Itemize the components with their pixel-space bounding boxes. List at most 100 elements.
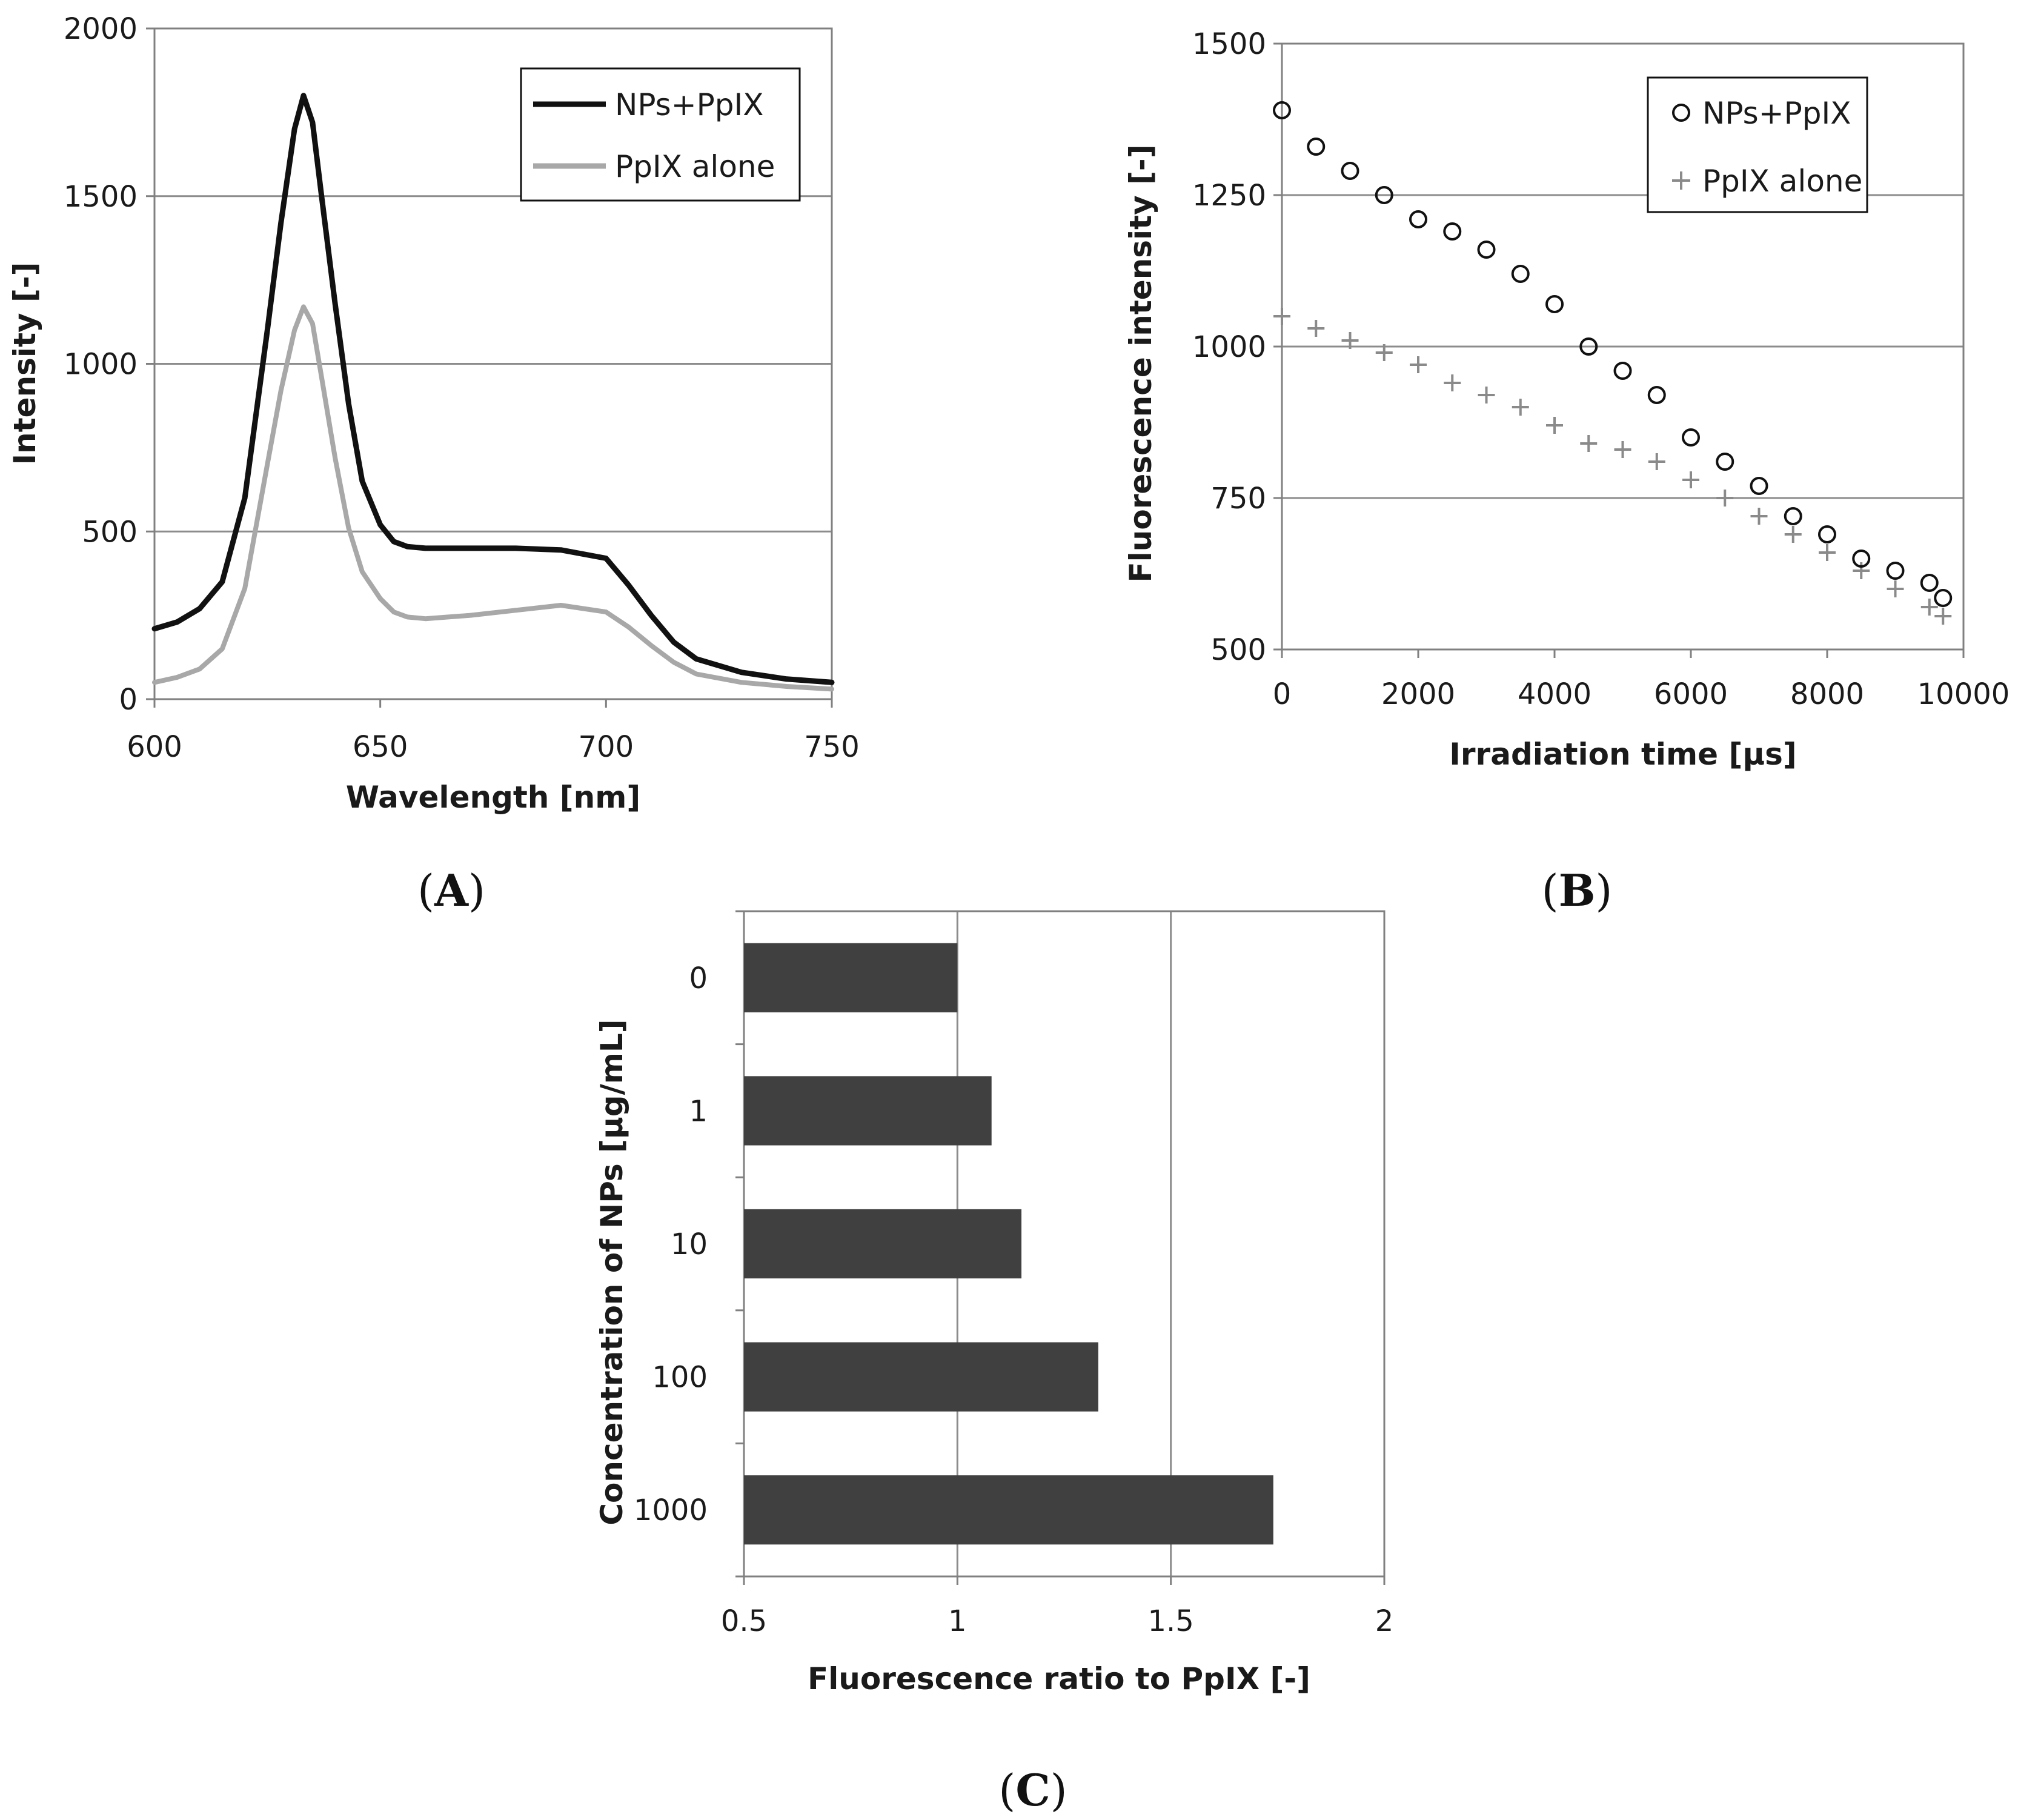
chart-b-legend-swatch-1 (1672, 171, 1690, 190)
chart-b-ylabel: Fluorescence intensity [-] (1123, 144, 1158, 582)
chart-a-series-line-1 (152, 304, 834, 692)
chart-c-xtick-label: 0.5 (721, 1604, 767, 1638)
chart-b-point-ppix (1682, 471, 1699, 488)
chart-b-point-ppix (1920, 599, 1938, 616)
chart-a-ytick-label: 2000 (64, 12, 138, 46)
chart-b-ytick-label: 1500 (1192, 27, 1266, 61)
chart-b-point-ppix (1648, 453, 1665, 470)
chart-b-ytick-label: 750 (1210, 482, 1266, 516)
chart-b-legend-label-0: NPs+PpIX (1702, 96, 1851, 131)
chart-b-xtick-label: 0 (1273, 677, 1292, 711)
chart-a-ytick-label: 0 (119, 683, 138, 717)
chart-c-ylabel: Concentration of NPs [µg/mL] (594, 1019, 629, 1525)
chart-b-point-ppix (1375, 344, 1393, 361)
chart-b-point-ppix (1444, 374, 1461, 391)
chart-a-legend: NPs+PpIX PpIX alone (520, 67, 801, 202)
chart-b-point-nps (1511, 265, 1530, 283)
chart-b-point-ppix (1784, 526, 1802, 543)
chart-b-point-nps (1784, 507, 1802, 525)
chart-b-point-ppix (1614, 441, 1631, 458)
chart-b-point-ppix (1512, 399, 1529, 416)
chart-b-point-nps (1682, 428, 1700, 447)
chart-a-ylabel: Intensity [-] (7, 262, 42, 465)
chart-b-point-nps (1545, 295, 1564, 313)
chart-b-point-nps (1307, 138, 1326, 156)
chart-c-ytick-label: 100 (652, 1361, 708, 1395)
chart-b-xtick-label: 6000 (1654, 677, 1728, 711)
chart-b-xtick-label: 10000 (1917, 677, 2010, 711)
chart-a: 0 500 1000 1500 2000 600 650 700 750 Wavelength… (7, 12, 860, 916)
chart-b-point-ppix (1887, 580, 1904, 597)
chart-b-point-nps (1920, 574, 1939, 592)
chart-c-ytick-label: 0 (689, 961, 708, 995)
chart-b-ytick-label: 1000 (1192, 330, 1266, 364)
chart-a-xtick-label: 750 (804, 730, 860, 764)
chart-b-point-ppix (1478, 387, 1495, 404)
chart-c-xtick-label: 2 (1375, 1604, 1394, 1638)
chart-c-bar (744, 1209, 1022, 1279)
chart-b-point-nps (1716, 453, 1734, 471)
chart-c-xtick-label: 1.5 (1147, 1604, 1193, 1638)
chart-b: 500 750 1000 1250 1500 0 2000 4000 6000 8000 1000… (1123, 27, 2010, 916)
chart-b-xtick-label: 4000 (1518, 677, 1591, 711)
chart-b-ytick-label: 500 (1210, 633, 1266, 667)
chart-c-ytick-label: 1000 (634, 1493, 708, 1527)
chart-b-legend: NPs+PpIX PpIX alone (1647, 76, 1868, 213)
chart-a-ytick-label: 500 (82, 515, 138, 549)
chart-b-point-nps (1341, 162, 1359, 180)
chart-b-point-nps (1647, 386, 1666, 404)
chart-b-point-ppix (1273, 308, 1290, 325)
chart-b-point-nps (1818, 525, 1836, 543)
chart-b-legend-swatch-0 (1672, 104, 1690, 122)
chart-b-point-nps (1934, 589, 1953, 607)
chart-a-legend-label-1: PpIX alone (615, 149, 775, 184)
chart-a-series-line-0 (151, 93, 835, 685)
chart-a-legend-label-0: NPs+PpIX (615, 87, 764, 122)
chart-b-point-nps (1273, 101, 1291, 119)
chart-b-point-ppix (1580, 435, 1598, 452)
chart-b-point-ppix (1750, 508, 1768, 525)
chart-b-point-nps (1579, 337, 1598, 356)
chart-b-point-ppix (1410, 356, 1427, 373)
chart-b-point-ppix (1819, 544, 1836, 561)
chart-a-panel-label: (A) (417, 865, 485, 916)
chart-b-panel-label: (B) (1541, 865, 1612, 916)
chart-a-ytick-label: 1000 (64, 348, 138, 382)
chart-b-point-ppix (1716, 490, 1734, 506)
chart-c-ytick-label: 1 (689, 1094, 708, 1128)
chart-c-bar (744, 1342, 1098, 1412)
chart-b-point-nps (1409, 210, 1427, 228)
chart-c-ytick-label: 10 (671, 1227, 708, 1261)
chart-b-legend-box (1647, 76, 1868, 213)
chart-b-point-nps (1613, 362, 1632, 380)
chart-b-point-ppix (1853, 562, 1870, 579)
chart-b-point-ppix (1934, 608, 1952, 625)
chart-b-legend-label-1: PpIX alone (1702, 164, 1862, 199)
chart-c-bar (744, 943, 958, 1012)
chart-c-panel-label: (C) (998, 1764, 1067, 1816)
chart-a-xtick-label: 650 (353, 730, 408, 764)
chart-b-xlabel: Irradiation time [µs] (1449, 737, 1796, 772)
chart-a-legend-box (520, 67, 801, 202)
chart-a-xtick-label: 700 (579, 730, 634, 764)
chart-b-point-ppix (1307, 320, 1325, 337)
chart-b-xtick-label: 2000 (1381, 677, 1455, 711)
chart-c: 0 1 10 100 1000 0.5 1 1.5 2 Fluorescence ratio … (594, 910, 1394, 1816)
chart-c-xlabel: Fluorescence ratio to PpIX [-] (808, 1661, 1310, 1696)
chart-a-ytick-label: 1500 (64, 180, 138, 214)
chart-b-xtick-label: 8000 (1790, 677, 1864, 711)
chart-c-bar (744, 1475, 1273, 1545)
chart-b-point-ppix (1341, 332, 1359, 349)
chart-a-xlabel: Wavelength [nm] (346, 780, 640, 815)
chart-c-bar (744, 1076, 992, 1146)
chart-b-point-nps (1750, 477, 1768, 495)
chart-b-point-nps (1477, 241, 1496, 259)
chart-b-point-ppix (1546, 417, 1563, 434)
chart-c-xtick-label: 1 (948, 1604, 967, 1638)
chart-b-point-nps (1852, 550, 1871, 568)
chart-b-ytick-label: 1250 (1192, 179, 1266, 213)
chart-b-point-nps (1886, 562, 1905, 580)
chart-b-point-nps (1443, 222, 1462, 241)
chart-a-xtick-label: 600 (127, 730, 182, 764)
